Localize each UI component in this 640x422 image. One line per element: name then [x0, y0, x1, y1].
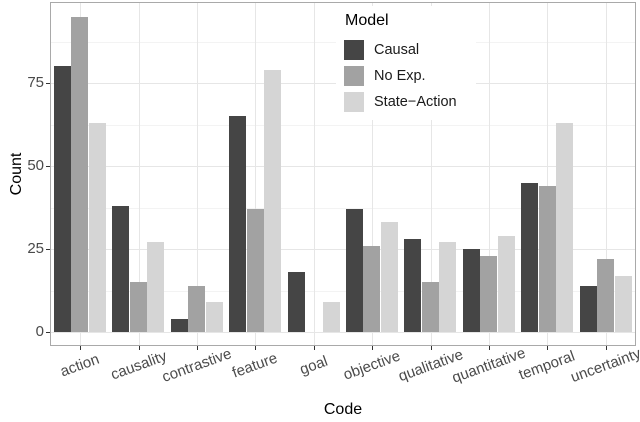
y-tick-0 [46, 332, 50, 333]
gridline-major-x-objective [372, 3, 373, 345]
bar-uncertainty-no-exp- [597, 258, 614, 332]
bar-causality-causal [112, 205, 129, 332]
bar-qualitative-causal [404, 239, 421, 332]
bar-action-state-action [89, 122, 106, 332]
bar-uncertainty-state-action [615, 275, 632, 332]
bar-objective-causal [346, 209, 363, 332]
y-tick-label-25: 25 [27, 240, 44, 257]
bar-contrastive-state-action [206, 302, 223, 332]
bar-objective-no-exp- [363, 245, 380, 332]
bar-action-no-exp- [71, 16, 88, 332]
x-tick-temporal [547, 346, 548, 350]
legend-item-no-exp-: No Exp. [344, 66, 476, 86]
y-tick-label-50: 50 [27, 157, 44, 174]
x-tick-goal [314, 346, 315, 350]
bar-uncertainty-causal [580, 285, 597, 332]
x-tick-contrastive [197, 346, 198, 350]
bar-quantitative-no-exp- [480, 255, 497, 332]
x-tick-objective [372, 346, 373, 350]
x-axis-title: Code [323, 401, 363, 418]
y-tick-25 [46, 249, 50, 250]
gridline-major-x-quantitative [489, 3, 490, 345]
legend-label: State−Action [374, 94, 457, 110]
gridline-major-x-goal [314, 3, 315, 345]
bar-objective-state-action [381, 222, 398, 332]
gridline-minor-y12.5 [51, 290, 635, 292]
y-tick-75 [46, 83, 50, 84]
y-tick-50 [46, 166, 50, 167]
legend-item-causal: Causal [344, 40, 476, 60]
bar-quantitative-causal [463, 249, 480, 332]
legend-label: Causal [374, 42, 420, 58]
gridline-major-y50 [51, 166, 635, 167]
legend-swatch-icon [344, 92, 364, 112]
bar-action-causal [54, 66, 71, 332]
bar-contrastive-causal [171, 318, 188, 332]
bar-feature-state-action [264, 69, 281, 332]
legend-item-state-action: State−Action [344, 92, 476, 112]
bar-temporal-causal [521, 182, 538, 332]
bar-feature-no-exp- [247, 209, 264, 332]
bar-quantitative-state-action [498, 235, 515, 332]
legend-swatch-icon [344, 40, 364, 60]
gridline-major-x-feature [255, 3, 256, 345]
x-tick-quantitative [489, 346, 490, 350]
x-tick-qualitative [431, 346, 432, 350]
gridline-major-x-temporal [547, 3, 548, 345]
bar-temporal-state-action [556, 122, 573, 332]
y-tick-label-0: 0 [35, 323, 44, 340]
gridline-major-x-contrastive [197, 3, 198, 345]
gridline-major-x-causality [139, 3, 140, 345]
bar-causality-state-action [147, 242, 164, 332]
bar-causality-no-exp- [130, 282, 147, 332]
legend-label: No Exp. [374, 68, 426, 84]
bar-feature-causal [229, 116, 246, 332]
x-tick-action [80, 346, 81, 350]
legend-rows: Causal No Exp. State−Action [344, 40, 476, 112]
bar-qualitative-state-action [439, 242, 456, 332]
legend: Model Causal No Exp. State−Action [336, 6, 476, 120]
x-tick-feature [255, 346, 256, 350]
gridline-minor-y62.5 [51, 124, 635, 126]
y-tick-label-75: 75 [27, 74, 44, 91]
bar-qualitative-no-exp- [422, 282, 439, 332]
gridline-minor-y37.5 [51, 207, 635, 209]
gridline-major-x-uncertainty [606, 3, 607, 345]
legend-swatch-icon [344, 66, 364, 86]
x-tick-uncertainty [606, 346, 607, 350]
bar-goal-state-action [323, 302, 340, 332]
x-tick-causality [139, 346, 140, 350]
legend-title: Model [345, 12, 389, 29]
bar-goal-causal [288, 272, 305, 332]
bar-temporal-no-exp- [539, 185, 556, 332]
gridline-major-y25 [51, 249, 635, 250]
bar-contrastive-no-exp- [188, 285, 205, 332]
gridline-major-x-qualitative [431, 3, 432, 345]
gridline-major-y0 [51, 332, 635, 333]
